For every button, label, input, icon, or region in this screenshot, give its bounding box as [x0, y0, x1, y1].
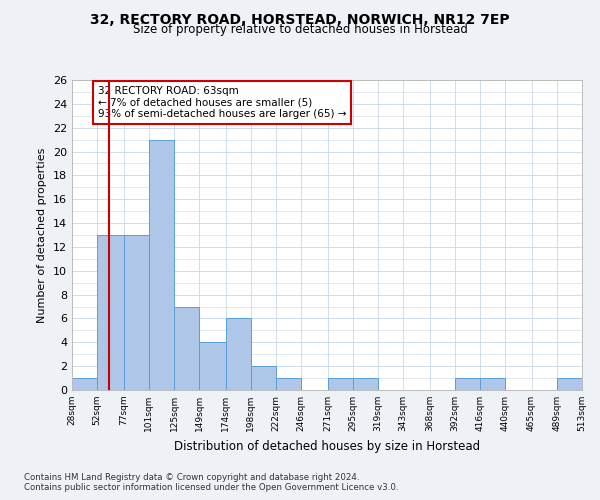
Text: 32, RECTORY ROAD, HORSTEAD, NORWICH, NR12 7EP: 32, RECTORY ROAD, HORSTEAD, NORWICH, NR1…: [90, 12, 510, 26]
Bar: [455, 378, 480, 390]
Bar: [124, 235, 149, 390]
X-axis label: Distribution of detached houses by size in Horstead: Distribution of detached houses by size …: [174, 440, 480, 452]
Y-axis label: Number of detached properties: Number of detached properties: [37, 148, 47, 322]
Bar: [276, 378, 301, 390]
Bar: [251, 366, 276, 390]
Bar: [353, 378, 378, 390]
Text: Contains HM Land Registry data © Crown copyright and database right 2024.: Contains HM Land Registry data © Crown c…: [24, 474, 359, 482]
Bar: [149, 140, 174, 390]
Bar: [226, 318, 251, 390]
Bar: [174, 306, 199, 390]
Bar: [328, 378, 353, 390]
Bar: [72, 378, 97, 390]
Text: 32 RECTORY ROAD: 63sqm
← 7% of detached houses are smaller (5)
93% of semi-detac: 32 RECTORY ROAD: 63sqm ← 7% of detached …: [98, 86, 346, 119]
Text: Contains public sector information licensed under the Open Government Licence v3: Contains public sector information licen…: [24, 484, 398, 492]
Bar: [97, 235, 124, 390]
Bar: [557, 378, 582, 390]
Text: Size of property relative to detached houses in Horstead: Size of property relative to detached ho…: [133, 22, 467, 36]
Bar: [199, 342, 226, 390]
Bar: [480, 378, 505, 390]
